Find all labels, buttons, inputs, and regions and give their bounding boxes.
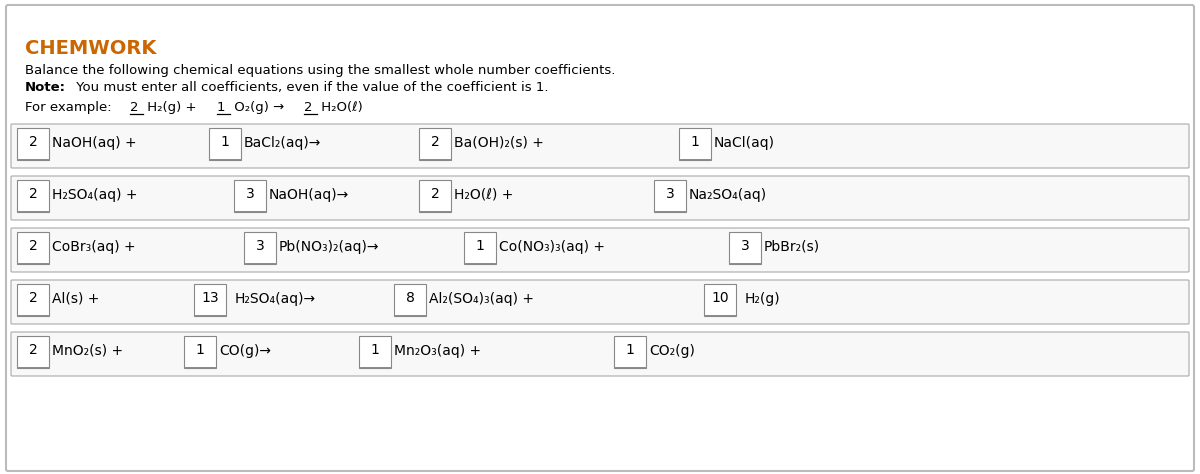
FancyBboxPatch shape bbox=[11, 124, 1189, 168]
Text: 3: 3 bbox=[256, 239, 264, 254]
Text: 2: 2 bbox=[29, 188, 37, 201]
Text: H₂SO₄(aq)→: H₂SO₄(aq)→ bbox=[235, 292, 316, 306]
Text: You must enter all coefficients, even if the value of the coefficient is 1.: You must enter all coefficients, even if… bbox=[72, 81, 548, 94]
FancyBboxPatch shape bbox=[17, 128, 49, 160]
Text: 8: 8 bbox=[406, 292, 414, 306]
Text: 1: 1 bbox=[690, 136, 700, 149]
FancyBboxPatch shape bbox=[704, 284, 736, 316]
Text: 1: 1 bbox=[196, 344, 204, 357]
Text: 2: 2 bbox=[130, 101, 138, 114]
Text: H₂SO₄(aq) +: H₂SO₄(aq) + bbox=[52, 188, 138, 201]
FancyBboxPatch shape bbox=[394, 284, 426, 316]
FancyBboxPatch shape bbox=[730, 232, 761, 264]
FancyBboxPatch shape bbox=[11, 228, 1189, 272]
FancyBboxPatch shape bbox=[419, 180, 451, 212]
FancyBboxPatch shape bbox=[654, 180, 686, 212]
Text: 3: 3 bbox=[740, 239, 749, 254]
FancyBboxPatch shape bbox=[234, 180, 266, 212]
Text: 2: 2 bbox=[29, 239, 37, 254]
Text: 2: 2 bbox=[431, 136, 439, 149]
FancyBboxPatch shape bbox=[17, 180, 49, 212]
Text: 1: 1 bbox=[221, 136, 229, 149]
Text: H₂(g) +: H₂(g) + bbox=[143, 101, 200, 114]
Text: 1: 1 bbox=[625, 344, 635, 357]
FancyBboxPatch shape bbox=[17, 284, 49, 316]
Text: CO(g)→: CO(g)→ bbox=[220, 344, 271, 357]
Text: Note:: Note: bbox=[25, 81, 66, 94]
Text: CO₂(g): CO₂(g) bbox=[649, 344, 695, 357]
Text: 3: 3 bbox=[246, 188, 254, 201]
Text: CoBr₃(aq) +: CoBr₃(aq) + bbox=[52, 239, 136, 254]
Text: 10: 10 bbox=[712, 292, 728, 306]
FancyBboxPatch shape bbox=[464, 232, 496, 264]
Text: 2: 2 bbox=[29, 344, 37, 357]
FancyBboxPatch shape bbox=[679, 128, 710, 160]
Text: O₂(g) →: O₂(g) → bbox=[230, 101, 288, 114]
Text: Pb(NO₃)₂(aq)→: Pb(NO₃)₂(aq)→ bbox=[278, 239, 379, 254]
FancyBboxPatch shape bbox=[11, 280, 1189, 324]
Text: H₂(g): H₂(g) bbox=[745, 292, 781, 306]
Text: NaOH(aq)→: NaOH(aq)→ bbox=[269, 188, 349, 201]
Text: NaCl(aq): NaCl(aq) bbox=[714, 136, 775, 149]
FancyBboxPatch shape bbox=[244, 232, 276, 264]
Text: Ba(OH)₂(s) +: Ba(OH)₂(s) + bbox=[454, 136, 544, 149]
Text: MnO₂(s) +: MnO₂(s) + bbox=[52, 344, 124, 357]
Text: For example:: For example: bbox=[25, 101, 120, 114]
Text: 1: 1 bbox=[217, 101, 226, 114]
Text: Balance the following chemical equations using the smallest whole number coeffic: Balance the following chemical equations… bbox=[25, 64, 616, 77]
Text: 2: 2 bbox=[29, 136, 37, 149]
FancyBboxPatch shape bbox=[614, 336, 646, 368]
FancyBboxPatch shape bbox=[17, 336, 49, 368]
Text: 3: 3 bbox=[666, 188, 674, 201]
Text: 2: 2 bbox=[304, 101, 312, 114]
Text: 1: 1 bbox=[475, 239, 485, 254]
Text: 2: 2 bbox=[431, 188, 439, 201]
Text: Na₂SO₄(aq): Na₂SO₄(aq) bbox=[689, 188, 767, 201]
FancyBboxPatch shape bbox=[11, 176, 1189, 220]
FancyBboxPatch shape bbox=[419, 128, 451, 160]
Text: 13: 13 bbox=[202, 292, 218, 306]
FancyBboxPatch shape bbox=[184, 336, 216, 368]
Text: Al(s) +: Al(s) + bbox=[52, 292, 100, 306]
Text: PbBr₂(s): PbBr₂(s) bbox=[764, 239, 820, 254]
FancyBboxPatch shape bbox=[11, 332, 1189, 376]
Text: CHEMWORK: CHEMWORK bbox=[25, 39, 156, 58]
Text: BaCl₂(aq)→: BaCl₂(aq)→ bbox=[244, 136, 322, 149]
FancyBboxPatch shape bbox=[359, 336, 391, 368]
Text: Co(NO₃)₃(aq) +: Co(NO₃)₃(aq) + bbox=[499, 239, 605, 254]
FancyBboxPatch shape bbox=[6, 5, 1194, 471]
Text: Mn₂O₃(aq) +: Mn₂O₃(aq) + bbox=[394, 344, 481, 357]
FancyBboxPatch shape bbox=[17, 232, 49, 264]
FancyBboxPatch shape bbox=[209, 128, 241, 160]
Text: H₂O(ℓ): H₂O(ℓ) bbox=[317, 101, 362, 114]
Text: Al₂(SO₄)₃(aq) +: Al₂(SO₄)₃(aq) + bbox=[430, 292, 534, 306]
FancyBboxPatch shape bbox=[194, 284, 226, 316]
Text: H₂O(ℓ) +: H₂O(ℓ) + bbox=[454, 188, 514, 201]
Text: 2: 2 bbox=[29, 292, 37, 306]
Text: 1: 1 bbox=[371, 344, 379, 357]
Text: NaOH(aq) +: NaOH(aq) + bbox=[52, 136, 137, 149]
